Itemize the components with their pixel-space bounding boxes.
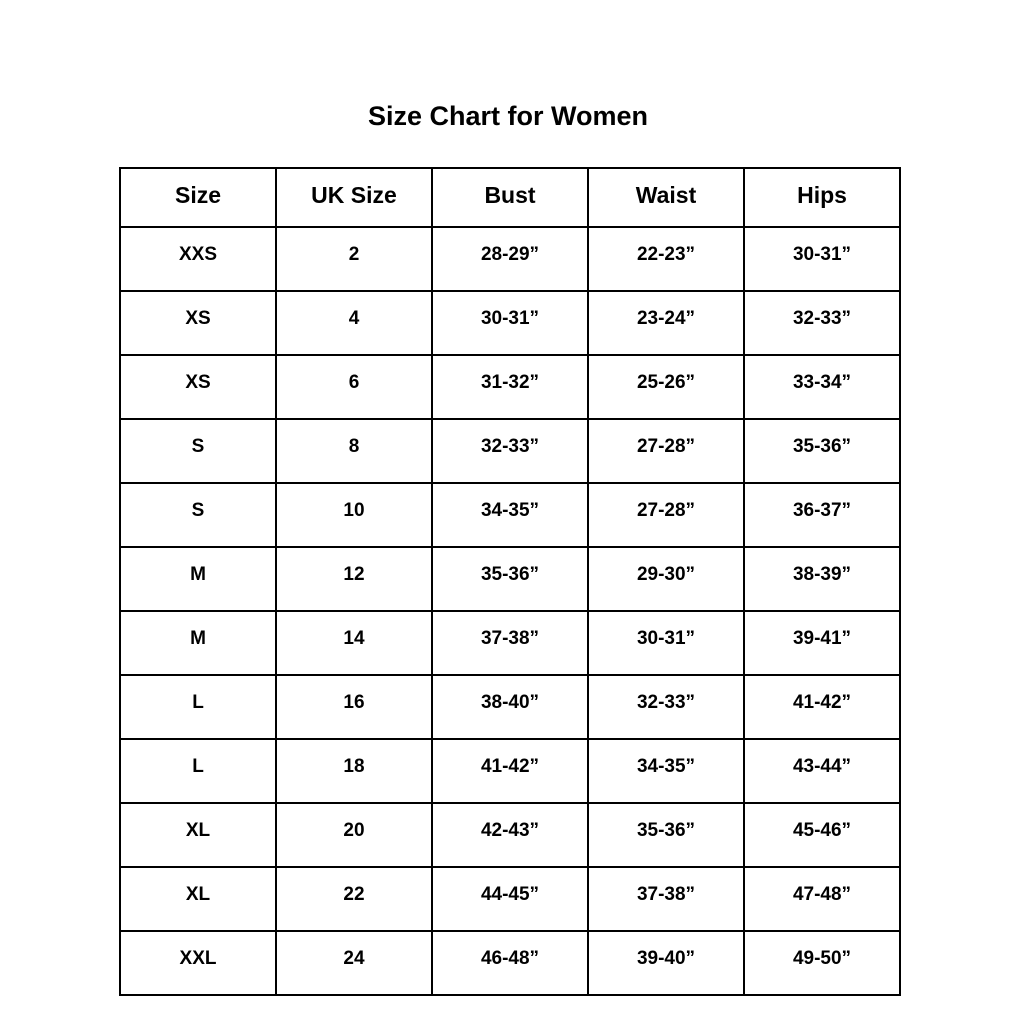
table-cell: XXL [119, 930, 277, 996]
table-row: XS 6 31-32” 25-26” 33-34” [119, 354, 901, 420]
table-row: M 12 35-36” 29-30” 38-39” [119, 546, 901, 612]
table-row: L 16 38-40” 32-33” 41-42” [119, 674, 901, 740]
table-cell: 14 [275, 610, 433, 676]
table-body: XXS 2 28-29” 22-23” 30-31” XS 4 30-31” 23-24” 32-… [119, 226, 901, 996]
table-cell: 47-48” [743, 866, 901, 932]
column-header: Waist [587, 167, 745, 228]
table-cell: M [119, 610, 277, 676]
table-cell: 43-44” [743, 738, 901, 804]
table-cell: 32-33” [431, 418, 589, 484]
table-row: XL 20 42-43” 35-36” 45-46” [119, 802, 901, 868]
table-cell: 49-50” [743, 930, 901, 996]
table-cell: XL [119, 866, 277, 932]
table-cell: 34-35” [587, 738, 745, 804]
table-cell: 22-23” [587, 226, 745, 292]
table-cell: 4 [275, 290, 433, 356]
table-cell: 8 [275, 418, 433, 484]
table-cell: L [119, 674, 277, 740]
table-cell: S [119, 482, 277, 548]
table-cell: 38-39” [743, 546, 901, 612]
table-cell: S [119, 418, 277, 484]
table-row: S 8 32-33” 27-28” 35-36” [119, 418, 901, 484]
table-cell: 29-30” [587, 546, 745, 612]
table-cell: 39-41” [743, 610, 901, 676]
table-cell: 2 [275, 226, 433, 292]
table-cell: 27-28” [587, 482, 745, 548]
table-cell: 16 [275, 674, 433, 740]
table-cell: 18 [275, 738, 433, 804]
table-cell: 34-35” [431, 482, 589, 548]
table-cell: XXS [119, 226, 277, 292]
table-cell: XS [119, 290, 277, 356]
table-cell: 37-38” [587, 866, 745, 932]
table-cell: 35-36” [743, 418, 901, 484]
table-cell: 32-33” [587, 674, 745, 740]
table-row: XXS 2 28-29” 22-23” 30-31” [119, 226, 901, 292]
table-cell: 33-34” [743, 354, 901, 420]
table-cell: 35-36” [431, 546, 589, 612]
table-cell: 42-43” [431, 802, 589, 868]
table-row: M 14 37-38” 30-31” 39-41” [119, 610, 901, 676]
table-cell: 10 [275, 482, 433, 548]
page-title: Size Chart for Women [367, 101, 649, 131]
table-cell: 30-31” [431, 290, 589, 356]
table-cell: 41-42” [743, 674, 901, 740]
column-header: Bust [431, 167, 589, 228]
column-header: UK Size [275, 167, 433, 228]
table-cell: 23-24” [587, 290, 745, 356]
table-cell: 38-40” [431, 674, 589, 740]
table-cell: 32-33” [743, 290, 901, 356]
table-cell: M [119, 546, 277, 612]
table-cell: 22 [275, 866, 433, 932]
table-cell: 45-46” [743, 802, 901, 868]
table-row: XXL 24 46-48” 39-40” 49-50” [119, 930, 901, 996]
table-cell: 30-31” [587, 610, 745, 676]
column-header: Size [119, 167, 277, 228]
table-cell: XS [119, 354, 277, 420]
table-cell: 39-40” [587, 930, 745, 996]
table-cell: L [119, 738, 277, 804]
table-cell: 20 [275, 802, 433, 868]
table-cell: 41-42” [431, 738, 589, 804]
table-cell: 27-28” [587, 418, 745, 484]
table-cell: 30-31” [743, 226, 901, 292]
table-header-row: Size UK Size Bust Waist Hips [119, 167, 901, 228]
table-cell: 24 [275, 930, 433, 996]
table-row: L 18 41-42” 34-35” 43-44” [119, 738, 901, 804]
size-chart-table: Size UK Size Bust Waist Hips XXS 2 28-29” 22-23… [119, 167, 901, 996]
table-cell: XL [119, 802, 277, 868]
table-cell: 37-38” [431, 610, 589, 676]
table-cell: 12 [275, 546, 433, 612]
table-cell: 25-26” [587, 354, 745, 420]
table-cell: 46-48” [431, 930, 589, 996]
table-cell: 28-29” [431, 226, 589, 292]
table-cell: 36-37” [743, 482, 901, 548]
table-cell: 31-32” [431, 354, 589, 420]
table-cell: 6 [275, 354, 433, 420]
table-cell: 35-36” [587, 802, 745, 868]
table-row: S 10 34-35” 27-28” 36-37” [119, 482, 901, 548]
table-row: XS 4 30-31” 23-24” 32-33” [119, 290, 901, 356]
table-cell: 44-45” [431, 866, 589, 932]
table-row: XL 22 44-45” 37-38” 47-48” [119, 866, 901, 932]
column-header: Hips [743, 167, 901, 228]
